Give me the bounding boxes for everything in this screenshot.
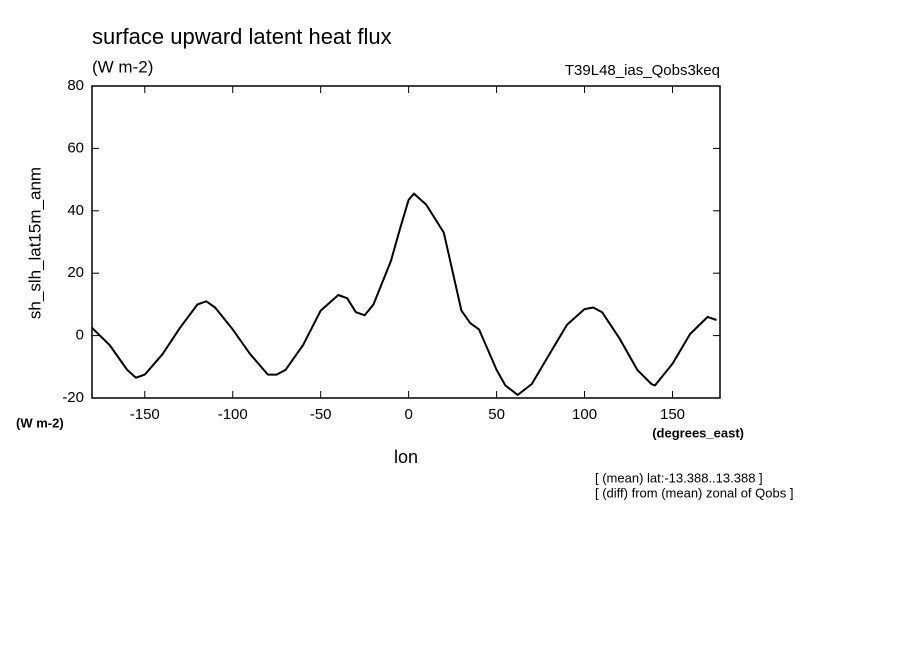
x-tick-label: -150: [130, 406, 160, 423]
note: [ (mean) lat:-13.388..13.388 ]: [595, 470, 763, 485]
y-tick-label: -20: [62, 389, 84, 406]
x-tick-label: 100: [572, 406, 597, 423]
y-tick-label: 40: [67, 202, 84, 219]
chart-title: surface upward latent heat flux: [92, 24, 392, 49]
data-line: [91, 192, 717, 396]
plot-frame: [91, 85, 721, 399]
y-tick-label: 80: [67, 77, 84, 94]
x-tick-label: -100: [218, 406, 248, 423]
x-tick-label: -50: [310, 406, 332, 423]
x-tick-label: 150: [660, 406, 685, 423]
y-tick-label: 60: [67, 139, 84, 156]
x-unit: (degrees_east): [652, 425, 744, 440]
y-unit: (W m-2): [16, 415, 64, 430]
y-tick-label: 20: [67, 264, 84, 281]
y-axis-label: sh_slh_lat15m_anm: [25, 167, 44, 319]
x-axis-label: lon: [394, 447, 418, 467]
x-tick-label: 0: [404, 406, 412, 423]
chart-subtitle: (W m-2): [92, 57, 153, 76]
experiment-label: T39L48_ias_Qobs3keq: [565, 62, 720, 79]
note: [ (diff) from (mean) zonal of Qobs ]: [595, 485, 793, 500]
x-tick-label: 50: [488, 406, 505, 423]
y-tick-label: 0: [76, 327, 84, 344]
